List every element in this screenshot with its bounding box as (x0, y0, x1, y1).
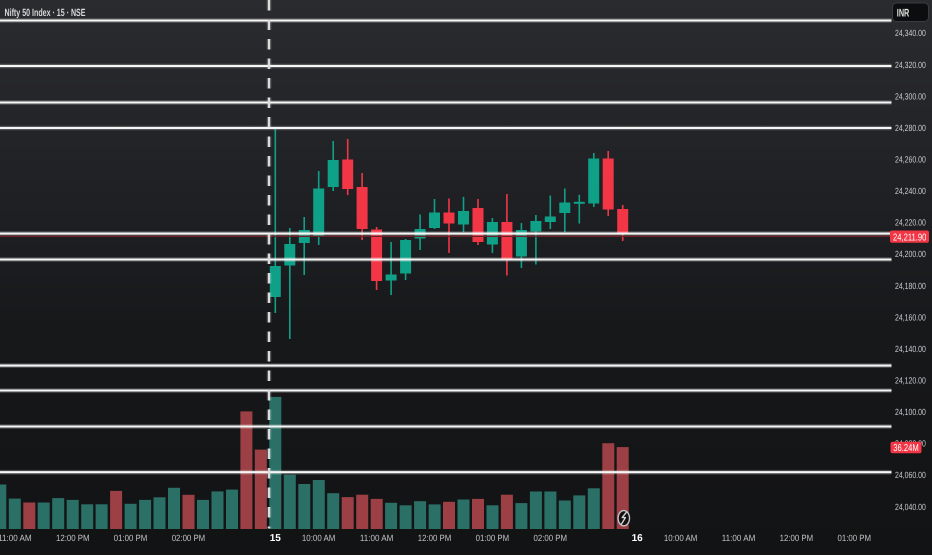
svg-text:24,200.00: 24,200.00 (895, 249, 926, 259)
svg-text:24,220.00: 24,220.00 (895, 218, 926, 228)
svg-text:24,300.00: 24,300.00 (895, 91, 926, 101)
svg-text:24,320.00: 24,320.00 (895, 60, 926, 70)
svg-text:02:00 PM: 02:00 PM (172, 533, 206, 543)
svg-text:24,340.00: 24,340.00 (895, 28, 926, 38)
svg-text:24,060.00: 24,060.00 (895, 470, 926, 480)
svg-text:16: 16 (632, 533, 644, 544)
svg-text:24,260.00: 24,260.00 (895, 155, 926, 165)
svg-text:24,280.00: 24,280.00 (895, 123, 926, 133)
svg-text:11:00 AM: 11:00 AM (360, 533, 394, 543)
svg-text:24,240.00: 24,240.00 (895, 186, 926, 196)
svg-text:24,120.00: 24,120.00 (895, 376, 926, 386)
svg-text:24,040.00: 24,040.00 (895, 502, 926, 512)
svg-text:INR: INR (897, 7, 910, 19)
svg-text:01:00 PM: 01:00 PM (476, 533, 510, 543)
svg-text:12:00 PM: 12:00 PM (418, 533, 452, 543)
svg-text:24,140.00: 24,140.00 (895, 344, 926, 354)
svg-text:36.24M: 36.24M (893, 443, 919, 454)
svg-text:24,211.90: 24,211.90 (893, 232, 927, 243)
svg-text:24,180.00: 24,180.00 (895, 281, 926, 291)
svg-text:15: 15 (270, 533, 282, 544)
svg-text:24,160.00: 24,160.00 (895, 312, 926, 322)
svg-text:10:00 AM: 10:00 AM (664, 533, 698, 543)
svg-text:11:00 AM: 11:00 AM (722, 533, 756, 543)
svg-text:12:00 PM: 12:00 PM (56, 533, 90, 543)
svg-text:01:00 PM: 01:00 PM (114, 533, 148, 543)
svg-text:24,100.00: 24,100.00 (895, 407, 926, 417)
svg-text:12:00 PM: 12:00 PM (780, 533, 814, 543)
svg-text:11:00 AM: 11:00 AM (0, 533, 32, 543)
svg-text:01:00 PM: 01:00 PM (838, 533, 872, 543)
svg-text:10:00 AM: 10:00 AM (302, 533, 336, 543)
svg-text:Nifty 50 Index · 15 · NSE: Nifty 50 Index · 15 · NSE (5, 7, 86, 19)
svg-text:02:00 PM: 02:00 PM (534, 533, 568, 543)
